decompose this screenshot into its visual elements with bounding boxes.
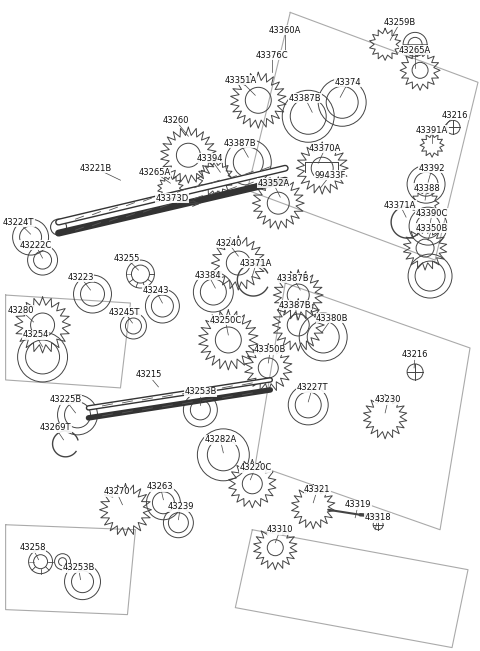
Text: 43387B: 43387B xyxy=(289,94,322,103)
Text: 43216: 43216 xyxy=(442,111,468,120)
Text: 43350B: 43350B xyxy=(416,224,448,232)
Text: 43388: 43388 xyxy=(414,184,441,193)
Text: 43225B: 43225B xyxy=(49,395,82,404)
Text: 43392: 43392 xyxy=(419,163,445,173)
Text: 43255: 43255 xyxy=(113,254,140,262)
Text: 43253B: 43253B xyxy=(184,387,216,396)
Text: 43260: 43260 xyxy=(162,116,189,125)
Text: 43215: 43215 xyxy=(135,370,162,380)
Text: 43387B: 43387B xyxy=(277,273,310,283)
Text: 43240: 43240 xyxy=(215,239,241,247)
Text: 43265A: 43265A xyxy=(399,46,431,55)
Text: 43220C: 43220C xyxy=(239,464,271,473)
Text: 43269T: 43269T xyxy=(40,423,72,432)
Text: 43374: 43374 xyxy=(335,78,361,87)
Text: 43373D: 43373D xyxy=(156,193,189,202)
Text: 43243: 43243 xyxy=(142,286,168,294)
Text: 43384: 43384 xyxy=(195,271,222,279)
Text: 43351A: 43351A xyxy=(224,76,256,85)
Text: 43227T: 43227T xyxy=(297,383,328,393)
Text: 43259B: 43259B xyxy=(384,18,416,27)
Text: 43319: 43319 xyxy=(345,500,372,509)
Text: 43265A: 43265A xyxy=(138,168,170,176)
Text: 43370A: 43370A xyxy=(309,144,341,153)
Text: 43387B: 43387B xyxy=(279,301,312,309)
Text: 43360A: 43360A xyxy=(269,26,301,35)
Text: 43253B: 43253B xyxy=(62,563,95,572)
Text: 43310: 43310 xyxy=(267,525,293,534)
Text: 43258: 43258 xyxy=(19,543,46,552)
Text: 43318: 43318 xyxy=(365,513,392,522)
Text: 43245T: 43245T xyxy=(109,307,140,316)
Text: 99433F: 99433F xyxy=(314,171,346,180)
Text: 43371A: 43371A xyxy=(240,258,273,268)
Text: 43376C: 43376C xyxy=(256,51,288,60)
Text: 43282A: 43282A xyxy=(204,436,237,445)
Text: 43254: 43254 xyxy=(23,331,49,339)
Text: 43350B: 43350B xyxy=(254,346,287,354)
Text: 43321: 43321 xyxy=(304,485,330,494)
Text: 43387B: 43387B xyxy=(224,139,257,148)
Text: 43224T: 43224T xyxy=(3,217,34,227)
Text: 43263: 43263 xyxy=(147,482,174,492)
Text: 43352A: 43352A xyxy=(257,178,289,187)
Text: 43270: 43270 xyxy=(103,488,130,496)
Text: 43380B: 43380B xyxy=(316,314,348,322)
Text: 43230: 43230 xyxy=(375,395,401,404)
Text: 43223: 43223 xyxy=(67,273,94,282)
Text: 43391A: 43391A xyxy=(416,126,448,135)
Text: 43216: 43216 xyxy=(402,350,428,359)
Text: 43222C: 43222C xyxy=(20,241,52,249)
Text: 43394: 43394 xyxy=(197,154,224,163)
Text: 43371A: 43371A xyxy=(384,201,416,210)
Text: 43221B: 43221B xyxy=(79,163,112,173)
Text: 43239: 43239 xyxy=(167,503,193,511)
Text: 43390C: 43390C xyxy=(416,209,448,217)
Text: 43280: 43280 xyxy=(7,305,34,314)
Text: 43250C: 43250C xyxy=(209,316,241,324)
